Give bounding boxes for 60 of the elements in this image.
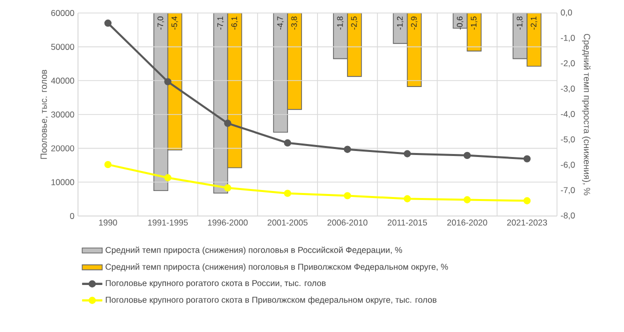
data-label: -0,6 xyxy=(456,16,464,30)
point xyxy=(404,150,411,158)
data-label: -3,8 xyxy=(291,16,298,30)
x-tick-label: 2016-2020 xyxy=(447,220,488,226)
data-label: -2,9 xyxy=(411,16,418,30)
y-tick-label: 60000 xyxy=(51,10,74,16)
y2-axis-title: Средний темп прироста (снижения), % xyxy=(582,34,591,196)
x-tick-label: 2006-2010 xyxy=(328,220,368,226)
point xyxy=(224,120,232,127)
y-tick-label: 30000 xyxy=(51,111,74,118)
point xyxy=(104,160,112,168)
point xyxy=(164,78,172,86)
y2-tick-label: 0,0 xyxy=(560,10,572,17)
y-tick-label: 10000 xyxy=(51,179,74,186)
y-axis-title: Пооловье, тыс. голов xyxy=(40,70,48,159)
data-label: -1,8 xyxy=(337,16,344,30)
point xyxy=(344,146,352,153)
point xyxy=(523,197,531,204)
x-tick-label: 2011-2015 xyxy=(388,220,427,226)
y2-tick-label: -3,0 xyxy=(560,86,575,93)
point xyxy=(284,139,292,147)
y-tick-label: 50000 xyxy=(51,44,74,50)
y-tick-label: 40000 xyxy=(51,78,74,84)
data-label: -1,5 xyxy=(470,16,478,30)
point xyxy=(523,155,531,162)
x-tick-label: 1996-2000 xyxy=(208,220,248,226)
legend-label: Поголовье крупного рогатого скота в Приволжском федеральном округе, тыс. голов xyxy=(106,296,436,304)
legend-label: Средний темп прироста (снижения) поголовья в Приволжском Федеральном округе, % xyxy=(106,263,448,272)
y2-tick-label: -5,0 xyxy=(560,136,575,144)
point xyxy=(404,195,411,202)
x-tick-label: 1990 xyxy=(99,220,118,226)
data-label: -2,1 xyxy=(530,16,538,30)
data-label: -1,2 xyxy=(397,16,404,30)
y2-tick-label: -1,0 xyxy=(560,34,575,42)
data-label: -7,0 xyxy=(158,16,164,30)
point xyxy=(284,190,292,197)
point xyxy=(104,20,112,27)
x-tick-label: 2021-2023 xyxy=(507,220,547,226)
point xyxy=(224,184,232,192)
data-label: -6,1 xyxy=(231,16,238,30)
point xyxy=(164,174,172,182)
y-tick-label: 0 xyxy=(70,212,74,219)
point xyxy=(464,152,471,160)
y-tick-label: 20000 xyxy=(51,145,74,152)
y2-tick-label: -6,0 xyxy=(560,162,575,169)
y2-tick-label: -4,0 xyxy=(560,110,575,118)
point xyxy=(344,192,352,200)
data-label: -2,5 xyxy=(351,16,358,30)
data-label: -5,4 xyxy=(172,16,178,30)
x-tick-label: 1991-1995 xyxy=(148,220,188,226)
y2-tick-label: -2,0 xyxy=(560,60,575,68)
data-label: -1,8 xyxy=(516,16,524,30)
legend-label: Средний темп прироста (снижения) поголовья в Российской Федерации, % xyxy=(106,246,402,255)
legend-label: Поголовье крупного рогатого скота в России, тыс. голов xyxy=(106,280,326,288)
y2-tick-label: -7,0 xyxy=(560,187,575,194)
data-label: -7,1 xyxy=(217,16,224,30)
x-tick-label: 2001-2005 xyxy=(268,220,308,226)
data-label: -4,7 xyxy=(277,16,284,30)
point xyxy=(464,196,471,204)
y2-tick-label: -8,0 xyxy=(560,212,575,220)
